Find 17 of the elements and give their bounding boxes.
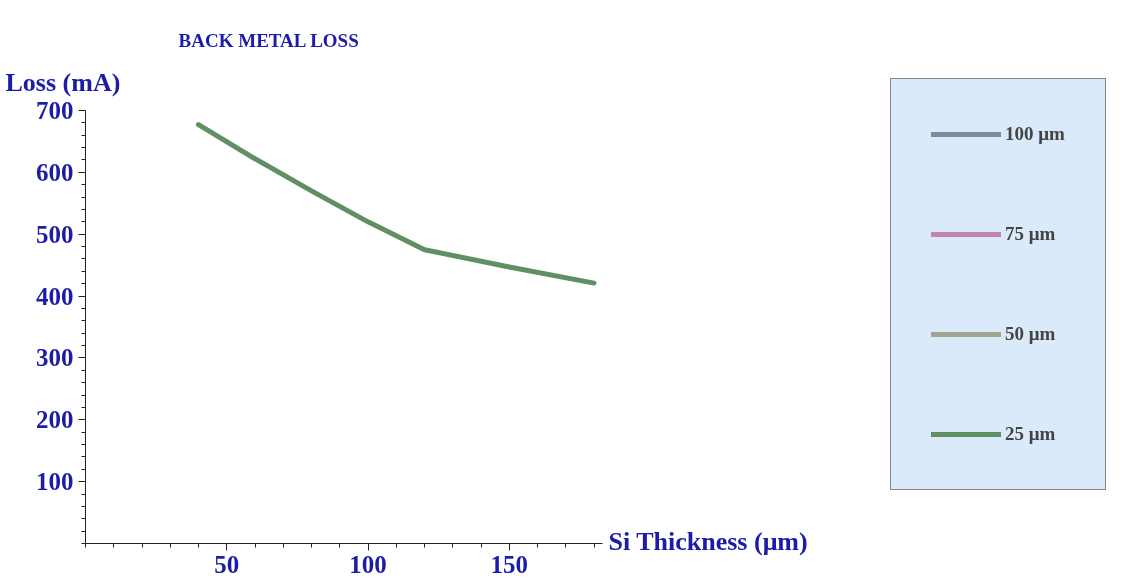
- y-tick-label: 100: [36, 468, 74, 496]
- y-tick-label: 400: [36, 282, 74, 310]
- y-axis-title: Loss (mA): [5, 67, 121, 97]
- x-tick-label: 50: [214, 550, 240, 578]
- y-tick-label: 600: [36, 158, 74, 186]
- x-tick-label: 100: [349, 550, 387, 578]
- y-tick-label: 300: [36, 344, 74, 372]
- legend-label: 100 μm: [1005, 123, 1065, 145]
- legend-label: 50 μm: [1005, 323, 1056, 345]
- chart-title: BACK METAL LOSS: [178, 29, 359, 51]
- y-tick-label: 500: [36, 220, 74, 248]
- y-tick-label: 700: [36, 97, 74, 124]
- legend-label: 25 μm: [1005, 423, 1056, 445]
- legend-label: 75 μm: [1005, 223, 1056, 245]
- x-tick-label: 150: [490, 550, 529, 578]
- y-tick-label: 200: [36, 406, 74, 434]
- x-axis-title: Si Thickness (μm): [608, 526, 808, 556]
